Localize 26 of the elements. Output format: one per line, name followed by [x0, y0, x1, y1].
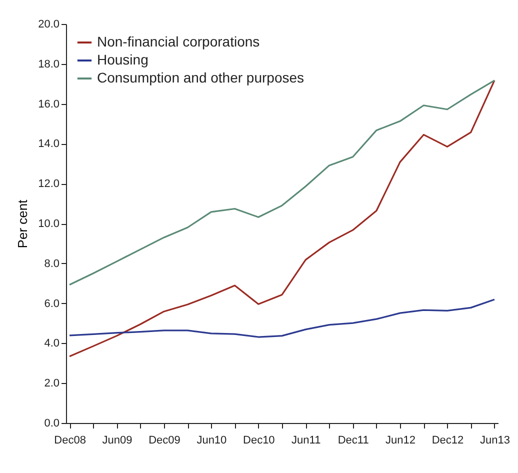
y-tick-label: 10.0 — [38, 218, 60, 230]
x-tick-label: Jun13 — [480, 434, 510, 446]
y-tick-label: 8.0 — [44, 258, 60, 270]
legend-label: Housing — [97, 52, 148, 68]
legend-label: Non-financial corporations — [97, 34, 260, 50]
legend-label: Consumption and other purposes — [97, 70, 304, 86]
x-tick-label: Dec10 — [242, 434, 275, 446]
y-tick-label: 6.0 — [44, 298, 60, 310]
y-tick-label: 16.0 — [38, 98, 60, 110]
x-tick-label: Jun09 — [102, 434, 132, 446]
x-tick-label: Dec08 — [54, 434, 86, 446]
y-tick-label: 12.0 — [38, 178, 60, 190]
x-tick-label: Jun11 — [292, 434, 321, 446]
x-tick-label: Dec11 — [338, 434, 369, 446]
y-tick-label: 18.0 — [38, 58, 60, 70]
y-tick-label: 0.0 — [44, 418, 60, 430]
x-tick-label: Jun10 — [196, 434, 227, 446]
y-tick-label: 2.0 — [44, 378, 60, 390]
x-tick-label: Jun12 — [386, 434, 416, 446]
x-tick-label: Dec09 — [148, 434, 180, 446]
x-tick-label: Dec12 — [432, 434, 464, 446]
y-tick-label: 20.0 — [38, 18, 60, 30]
y-axis-title: Per cent — [15, 199, 30, 248]
y-tick-label: 14.0 — [38, 138, 60, 150]
line-series — [68, 298, 496, 338]
y-tick-label: 4.0 — [44, 338, 60, 350]
